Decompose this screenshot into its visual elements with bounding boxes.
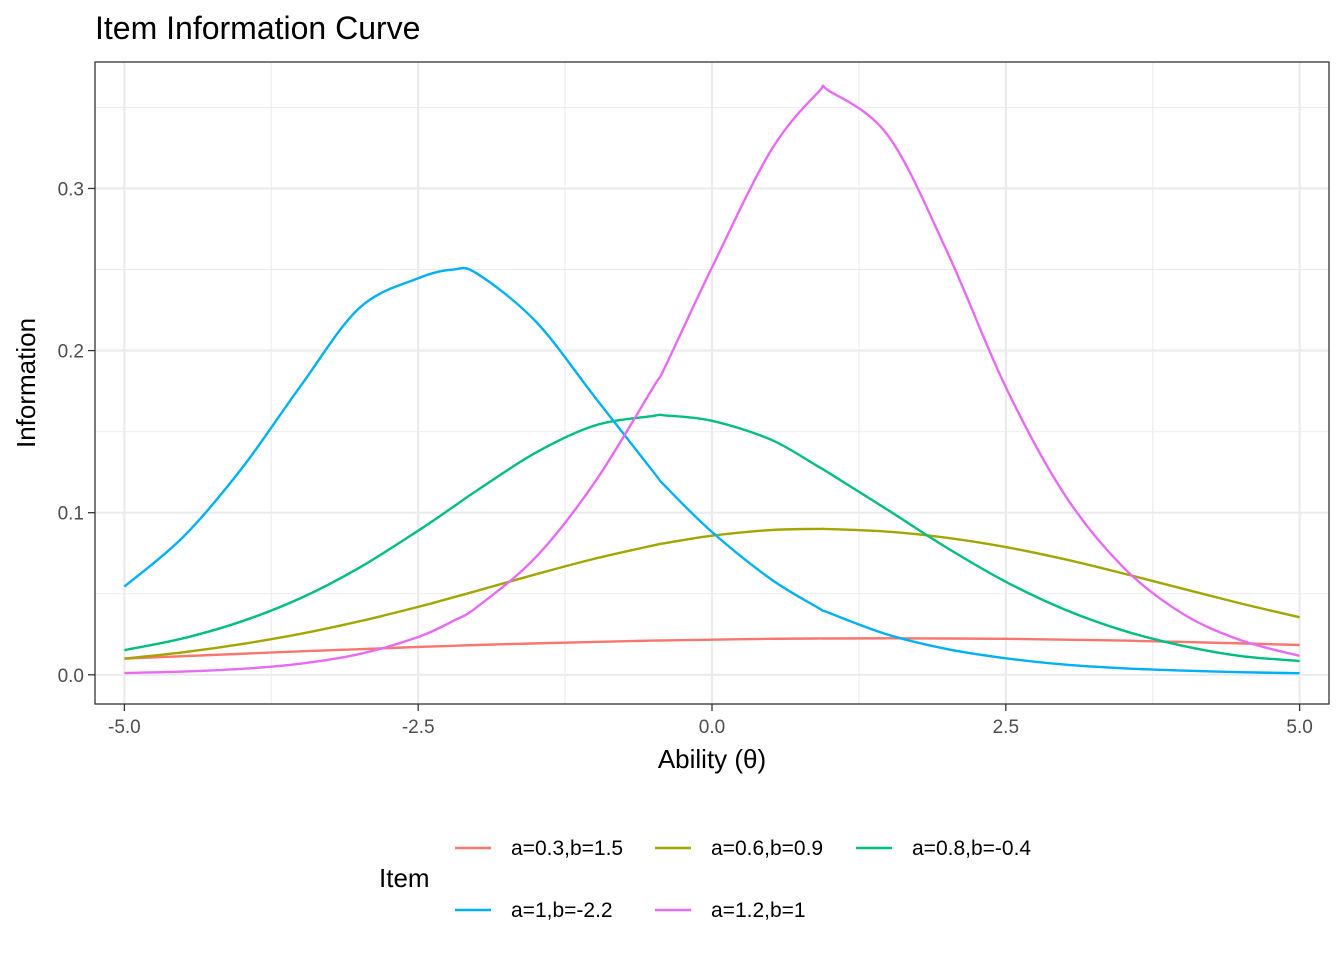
major-gridlines bbox=[95, 62, 1329, 704]
y-axis-title: Information bbox=[11, 318, 41, 448]
x-tick-label: -2.5 bbox=[402, 717, 435, 738]
series-line-2 bbox=[124, 527, 1300, 660]
x-tick-label: -5.0 bbox=[108, 717, 141, 738]
y-tick-label: 0.0 bbox=[58, 666, 84, 687]
x-axis-title: Ability (θ) bbox=[658, 744, 766, 774]
series-line-5 bbox=[124, 84, 1300, 675]
legend-label-5: a=1.2,b=1 bbox=[711, 899, 806, 922]
series-line-3 bbox=[124, 413, 1300, 663]
legend-label-1: a=0.3,b=1.5 bbox=[511, 837, 623, 860]
legend-label-3: a=0.8,b=-0.4 bbox=[912, 837, 1031, 860]
legend: a=0.3,b=1.5 a=0.6,b=0.9 a=0.8,b=-0.4 a=1,b=… bbox=[455, 837, 1031, 922]
series-lines bbox=[123, 84, 1300, 675]
y-tick-label: 0.3 bbox=[58, 179, 84, 200]
x-tick-label: 2.5 bbox=[993, 717, 1019, 738]
legend-label-2: a=0.6,b=0.9 bbox=[711, 837, 823, 860]
series-line-1 bbox=[124, 637, 1300, 660]
legend-title: Item bbox=[379, 863, 430, 893]
series-line-4 bbox=[123, 266, 1300, 675]
x-tick-label: 0.0 bbox=[699, 717, 725, 738]
x-axis: -5.0 -2.5 0.0 2.5 5.0 bbox=[108, 704, 1313, 738]
chart-title: Item Information Curve bbox=[95, 10, 420, 46]
y-tick-label: 0.2 bbox=[58, 342, 84, 363]
legend-label-4: a=1,b=-2.2 bbox=[511, 899, 613, 922]
x-tick-label: 5.0 bbox=[1286, 717, 1312, 738]
y-axis: 0.0 0.1 0.2 0.3 bbox=[58, 179, 95, 687]
y-tick-label: 0.1 bbox=[58, 504, 84, 525]
